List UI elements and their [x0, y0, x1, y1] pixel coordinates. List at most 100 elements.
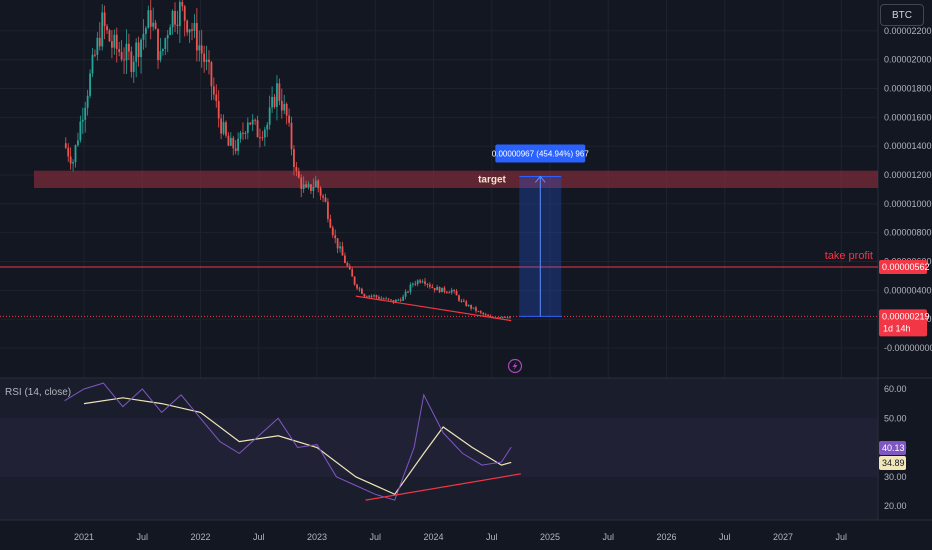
candle-body	[441, 287, 443, 293]
candle-body	[411, 283, 414, 285]
time-tick-label: 2025	[540, 532, 560, 542]
candle-body	[368, 295, 371, 297]
candle-body	[390, 299, 392, 301]
candle-body	[373, 295, 375, 297]
candle-body	[229, 137, 232, 146]
candle-body	[118, 49, 121, 53]
candle-body	[200, 45, 203, 54]
candle-body	[205, 59, 208, 62]
rsi-tick-label: 60.00	[884, 384, 907, 394]
candle-body	[263, 129, 266, 138]
price-tick-label: -0.00000000	[884, 343, 932, 353]
candle-body	[171, 10, 174, 28]
candle-body	[370, 295, 373, 297]
candle-body	[161, 49, 164, 52]
candle-body	[69, 156, 72, 164]
candle-body	[297, 171, 300, 178]
candle-body	[448, 292, 451, 294]
candle-body	[424, 281, 426, 284]
candle-body	[450, 290, 453, 293]
candle-body	[108, 30, 111, 42]
candle-body	[348, 265, 351, 270]
candle-body	[387, 298, 390, 300]
candle-body	[458, 295, 460, 301]
candle-body	[436, 286, 439, 291]
candle-body	[208, 59, 210, 63]
candle-body	[96, 37, 99, 55]
candle-body	[251, 119, 254, 125]
candle-body	[249, 122, 252, 125]
candle-body	[72, 162, 74, 164]
candle-body	[113, 34, 116, 48]
candle-body	[89, 73, 91, 96]
take-profit-price: 0.00000562	[882, 262, 930, 272]
rsi-value: 40.13	[882, 443, 905, 453]
candle-body	[81, 119, 84, 122]
rsi-trendline[interactable]	[365, 473, 521, 501]
candle-body	[195, 23, 198, 51]
time-tick-label: 2021	[74, 532, 94, 542]
price-tick-label: 0.00002200	[884, 26, 932, 36]
candle-body	[365, 296, 368, 298]
time-tick-label: 2026	[656, 532, 676, 542]
rsi-title: RSI (14, close)	[5, 387, 72, 398]
candle-body	[506, 317, 509, 319]
candle-body	[351, 269, 354, 277]
rsi-tick-label: 30.00	[884, 472, 907, 482]
candle-body	[324, 197, 327, 202]
candle-body	[123, 59, 125, 61]
candle-body	[472, 307, 475, 309]
candle-body	[421, 281, 424, 283]
candle-body	[419, 280, 422, 283]
candle-body	[285, 103, 288, 116]
candle-body	[215, 94, 218, 102]
price-trendline[interactable]	[355, 295, 512, 322]
candle-body	[210, 62, 213, 87]
candle-body	[346, 262, 349, 266]
candle-body	[300, 177, 303, 189]
currency-button[interactable]: BTC	[880, 4, 924, 26]
candle-body	[402, 296, 405, 301]
candle-body	[261, 137, 264, 139]
candle-body	[509, 316, 511, 318]
candle-body	[256, 120, 259, 138]
candle-body	[154, 22, 157, 29]
candle-body	[312, 187, 315, 191]
candle-body	[392, 300, 395, 303]
target-zone[interactable]	[34, 170, 878, 188]
time-tick-label: Jul	[719, 532, 731, 542]
price-tick-label: 0.00002000	[884, 55, 932, 65]
candle-body	[428, 284, 431, 287]
price-tick-label: 0.00001200	[884, 170, 932, 180]
candle-body	[152, 22, 155, 27]
candle-body	[409, 284, 412, 292]
candle-body	[176, 24, 179, 26]
candle-body	[499, 317, 502, 319]
time-tick-label: 2023	[307, 532, 327, 542]
candle-body	[64, 143, 67, 148]
candle-body	[147, 10, 150, 29]
candle-body	[149, 10, 152, 27]
candle-body	[431, 286, 434, 289]
candle-body	[98, 37, 101, 47]
candle-body	[489, 316, 492, 318]
candle-body	[77, 140, 79, 146]
candle-body	[465, 301, 468, 307]
candle-body	[438, 286, 441, 293]
lightning-icon[interactable]	[507, 358, 523, 374]
candle-body	[329, 218, 332, 228]
candle-body	[341, 246, 344, 256]
candle-body	[239, 132, 242, 139]
candle-body	[293, 149, 295, 167]
candle-body	[186, 20, 189, 33]
candle-body	[487, 314, 490, 317]
candle-body	[344, 255, 346, 263]
rsi-ma-line	[83, 397, 512, 496]
measure-label: 0.00000967 (454.94%) 967	[492, 149, 590, 158]
candle-body	[504, 316, 506, 318]
candle-body	[67, 147, 70, 157]
rsi-value-tag	[879, 441, 906, 455]
candle-body	[159, 51, 162, 61]
candle-body	[130, 51, 133, 73]
